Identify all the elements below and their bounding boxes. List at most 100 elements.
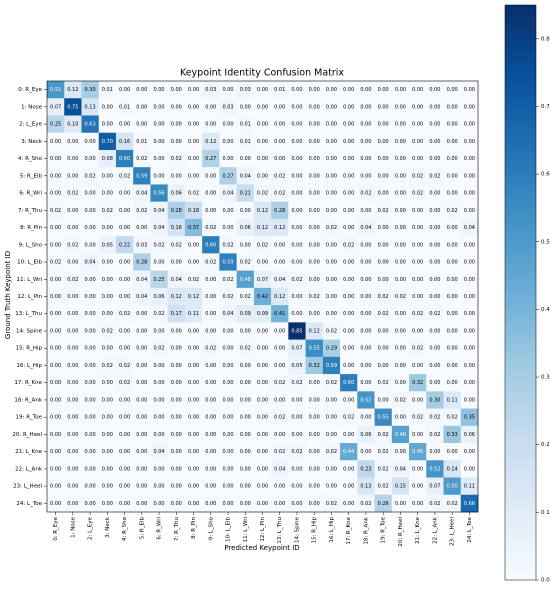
- cell: [305, 81, 324, 99]
- cell-label: 0.02: [395, 397, 406, 403]
- cell: [271, 339, 289, 358]
- cell-label: 0.02: [343, 242, 354, 248]
- cell-label: 0.06: [240, 225, 251, 231]
- cell-label: 0.00: [395, 449, 406, 455]
- cell-label: 0.02: [429, 501, 440, 507]
- cell-label: 0.00: [464, 397, 475, 403]
- cell-label: 0.28: [171, 208, 182, 214]
- cell: [81, 322, 100, 340]
- cell-label: 0.02: [102, 328, 113, 334]
- cell-label: 0.00: [222, 122, 233, 128]
- cell: [115, 408, 134, 427]
- cell: [236, 391, 255, 409]
- cell: [133, 167, 151, 185]
- cell: [288, 287, 306, 306]
- cell: [460, 477, 479, 496]
- cell: [271, 115, 289, 134]
- cell: [167, 81, 186, 99]
- cell-label: 0.02: [429, 173, 440, 179]
- cell-label: 0.00: [50, 173, 61, 179]
- cell-label: 0.00: [222, 208, 233, 214]
- cell-label: 0.00: [205, 311, 216, 317]
- cell-label: 0.00: [188, 104, 199, 110]
- cell: [271, 167, 289, 185]
- cell-label: 0.00: [119, 484, 130, 490]
- cell-label: 0.00: [222, 380, 233, 386]
- cell-label: 0.02: [412, 191, 423, 197]
- cell: [64, 425, 82, 444]
- cell: [253, 167, 272, 185]
- cell-label: 0.04: [464, 225, 475, 231]
- cell: [236, 356, 255, 375]
- cell-label: 0.04: [274, 277, 285, 283]
- cell: [219, 132, 237, 151]
- cell: [236, 270, 255, 289]
- cell-label: 0.00: [171, 449, 182, 455]
- cell-label: 0.02: [240, 294, 251, 300]
- cell: [167, 408, 186, 427]
- cell: [426, 322, 444, 340]
- cell: [184, 477, 203, 496]
- cell-label: 0.09: [257, 311, 268, 317]
- cell: [374, 494, 393, 513]
- cell-label: 0.00: [274, 156, 285, 162]
- cell-label: 0.00: [102, 173, 113, 179]
- cell: [219, 184, 237, 202]
- cell-label: 0.00: [67, 397, 78, 403]
- cell-label: 0.00: [188, 122, 199, 128]
- cell: [81, 425, 100, 444]
- cell: [81, 494, 100, 513]
- cell: [98, 339, 117, 358]
- cell-label: 0.00: [291, 311, 302, 317]
- cell: [253, 201, 272, 220]
- cell-label: 0.00: [291, 397, 302, 403]
- cell: [271, 356, 289, 375]
- cell-label: 0.00: [343, 122, 354, 128]
- cell-label: 0.00: [395, 139, 406, 145]
- cell-label: 0.02: [274, 191, 285, 197]
- y-tick-label: 11: L_Wri: [17, 277, 43, 283]
- cell-label: 0.60: [343, 380, 354, 386]
- cell-label: 0.00: [50, 277, 61, 283]
- cell: [340, 218, 358, 237]
- cell: [374, 270, 393, 289]
- cell-label: 0.25: [153, 277, 164, 283]
- cell: [288, 460, 306, 478]
- cell-label: 0.00: [343, 156, 354, 162]
- y-tick-label: 23: L_Heel: [13, 484, 42, 490]
- cell: [253, 270, 272, 289]
- cell-label: 0.02: [67, 277, 78, 283]
- cell-label: 0.02: [395, 294, 406, 300]
- cell: [391, 253, 410, 271]
- cell-label: 0.00: [360, 260, 371, 266]
- cell-label: 0.00: [85, 432, 96, 438]
- cell: [443, 132, 462, 151]
- cell: [133, 287, 151, 306]
- cell-label: 0.00: [153, 397, 164, 403]
- cell-label: 0.02: [274, 380, 285, 386]
- cell: [47, 98, 65, 116]
- cell: [426, 391, 444, 409]
- cell-label: 0.00: [291, 87, 302, 93]
- cell: [81, 460, 100, 478]
- cell-label: 0.00: [153, 484, 164, 490]
- cell-label: 0.00: [309, 449, 320, 455]
- cell: [460, 98, 479, 116]
- cell: [460, 253, 479, 271]
- cell: [391, 408, 410, 427]
- cell-label: 0.02: [447, 501, 458, 507]
- cell-label: 0.00: [395, 104, 406, 110]
- cell: [460, 408, 479, 427]
- cell: [288, 374, 306, 392]
- cell: [288, 236, 306, 254]
- cell: [374, 322, 393, 340]
- cell: [460, 443, 479, 461]
- cell-label: 0.00: [291, 225, 302, 231]
- cell: [305, 167, 324, 185]
- cell-label: 0.00: [205, 363, 216, 369]
- cell: [98, 391, 117, 409]
- cell-label: 0.00: [343, 208, 354, 214]
- cell: [340, 81, 358, 99]
- cell: [322, 98, 341, 116]
- cell: [150, 81, 168, 99]
